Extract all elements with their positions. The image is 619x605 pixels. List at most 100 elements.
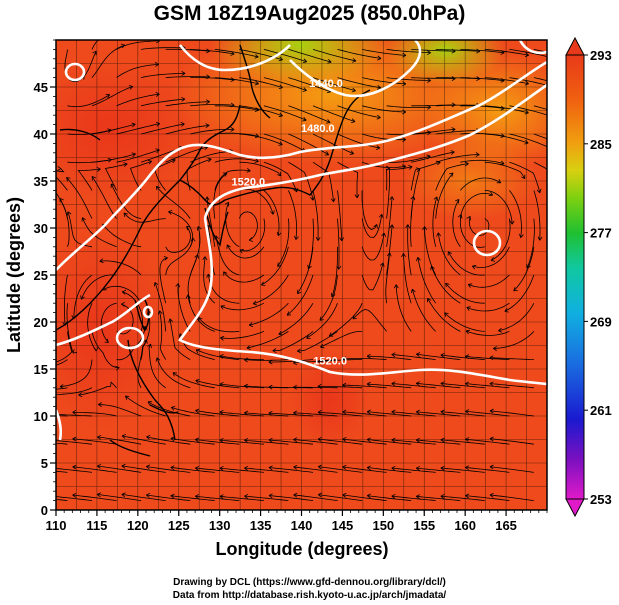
streamline <box>466 302 510 312</box>
streamline <box>87 303 97 352</box>
streamline-arrowhead <box>430 265 435 271</box>
streamline-arrowhead <box>415 494 420 500</box>
streamline <box>97 436 142 445</box>
streamline-arrowhead <box>549 114 553 118</box>
streamline-arrowhead <box>202 256 208 261</box>
streamline <box>226 244 265 259</box>
streamline-arrowhead <box>175 283 180 288</box>
streamline <box>337 161 359 198</box>
streamline <box>427 298 461 332</box>
streamline-arrowhead <box>408 165 413 170</box>
streamline <box>104 163 128 191</box>
streamline <box>214 105 259 111</box>
streamline <box>403 253 412 304</box>
streamline-arrowhead <box>389 224 395 229</box>
streamline <box>288 49 332 63</box>
streamline <box>498 303 535 332</box>
streamline-arrowhead <box>317 410 322 415</box>
streamline <box>97 494 142 501</box>
streamline <box>214 169 251 191</box>
streamline <box>215 235 240 276</box>
streamline-arrowhead <box>416 257 421 262</box>
streamline <box>352 308 387 332</box>
streamline <box>190 104 235 107</box>
streamline <box>395 284 412 332</box>
streamline <box>186 158 212 191</box>
streamline <box>411 151 455 163</box>
streamline <box>489 357 534 360</box>
streamline <box>465 356 510 360</box>
streamline <box>416 495 461 501</box>
streamline <box>459 192 493 219</box>
colorbar-label: 261 <box>590 403 612 418</box>
streamline <box>116 63 159 78</box>
streamline-arrowhead <box>278 141 283 146</box>
streamline-arrowhead <box>293 384 297 390</box>
streamline-arrowhead <box>98 402 102 407</box>
streamline-arrowhead <box>121 289 127 295</box>
streamline <box>244 359 289 361</box>
streamline <box>440 383 485 389</box>
streamline <box>386 167 390 219</box>
streamline-arrowhead <box>23 466 27 470</box>
streamline-arrowhead <box>350 118 356 124</box>
streamline-arrowhead <box>72 492 77 498</box>
streamline <box>317 386 363 389</box>
streamline-arrowhead <box>401 253 406 258</box>
x-tick-label: 165 <box>495 518 517 533</box>
streamline-arrowhead <box>489 492 494 498</box>
streamline-arrowhead <box>205 123 210 129</box>
streamline-arrowhead <box>302 116 307 122</box>
streamline <box>533 77 547 82</box>
streamline <box>432 196 438 247</box>
streamline <box>140 310 151 360</box>
streamline-arrowhead <box>277 171 282 177</box>
contour-label: 1480.0 <box>301 123 335 135</box>
streamline <box>219 411 264 417</box>
y-tick-label: 40 <box>34 127 48 142</box>
streamline-arrowhead <box>336 265 342 270</box>
streamline <box>465 330 510 336</box>
streamline-arrowhead <box>131 122 136 128</box>
streamline-arrowhead <box>422 226 427 231</box>
streamline-arrowhead <box>317 383 322 389</box>
streamline-arrowhead <box>48 494 52 498</box>
streamline-arrowhead <box>331 292 336 298</box>
streamline <box>288 190 297 240</box>
streamline-arrowhead <box>226 244 231 249</box>
streamline <box>362 105 406 113</box>
streamline-arrowhead <box>402 137 407 143</box>
streamline-arrowhead <box>342 492 347 498</box>
streamline <box>337 190 343 241</box>
streamline-arrowhead <box>147 160 153 165</box>
streamline <box>459 214 485 248</box>
streamline <box>239 133 283 145</box>
streamline <box>391 495 436 501</box>
streamline-arrowhead <box>339 237 345 242</box>
streamline-arrowhead <box>195 349 201 354</box>
streamline-arrowhead <box>366 493 371 499</box>
streamline <box>223 271 265 283</box>
streamline-arrowhead <box>198 317 203 322</box>
streamline-arrowhead <box>488 191 494 196</box>
streamline-arrowhead <box>219 354 224 359</box>
streamline <box>198 317 240 333</box>
colorbar-label: 253 <box>590 492 612 507</box>
streamline <box>66 303 74 354</box>
streamline-arrowhead <box>489 355 494 361</box>
streamline-arrowhead <box>158 310 163 315</box>
streamline-arrowhead <box>366 465 371 471</box>
streamline-arrowhead <box>268 410 273 416</box>
streamline <box>361 214 383 238</box>
streamline <box>342 384 387 389</box>
streamline-arrowhead <box>498 327 503 333</box>
streamline-arrowhead <box>293 437 298 443</box>
streamline <box>168 211 194 247</box>
streamline-arrowhead <box>548 145 552 149</box>
streamline <box>116 303 134 335</box>
streamline-arrowhead <box>244 383 248 389</box>
streamline <box>219 495 264 501</box>
streamline <box>146 436 191 445</box>
streamline <box>56 414 93 417</box>
y-axis: 0 5 10 15 20 25 30 35 40 45 <box>34 39 56 518</box>
